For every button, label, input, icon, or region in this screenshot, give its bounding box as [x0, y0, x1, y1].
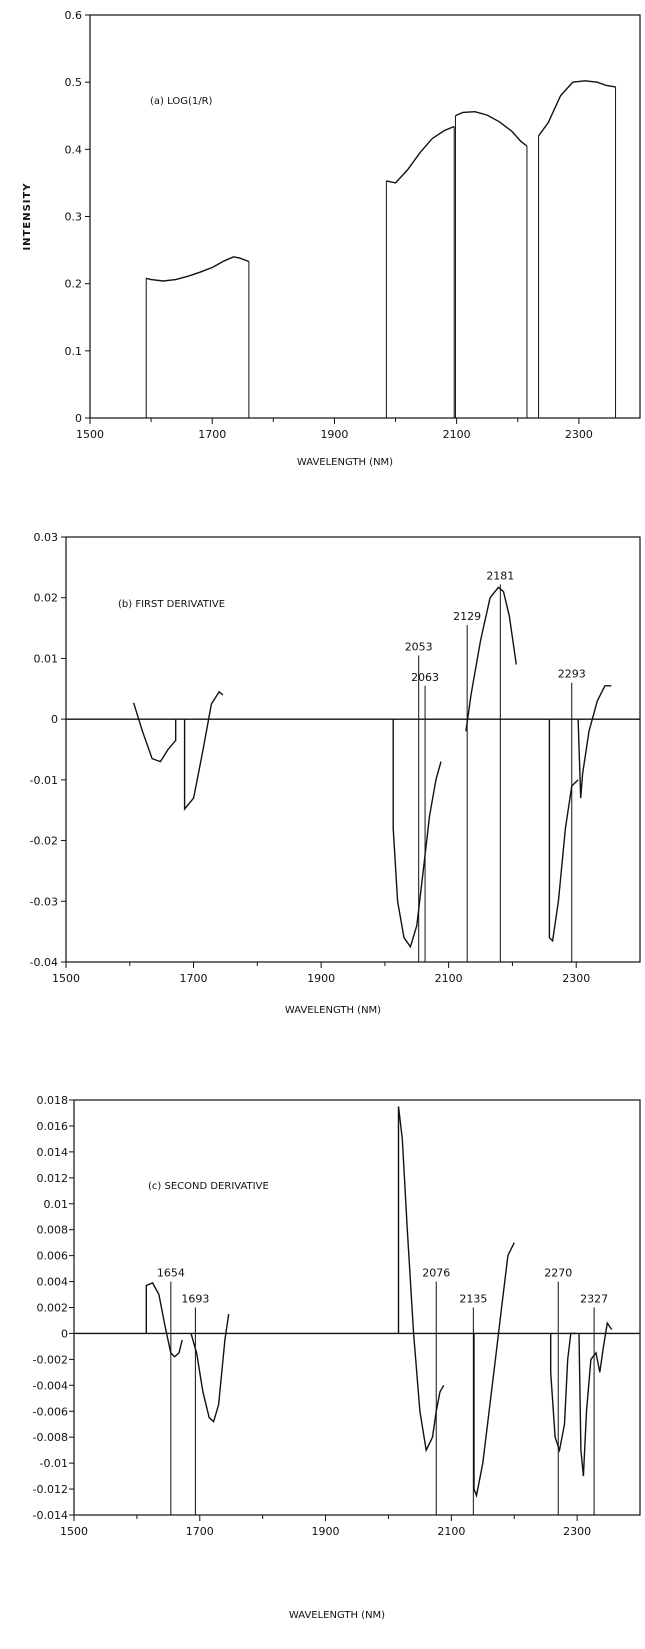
y-tick-label: 0.016: [37, 1120, 69, 1133]
chart-panel-1: 1500 1700 1900 2100 2300 0.03 0.02 0.01 0 -0.01 -0…: [30, 531, 641, 1016]
plot-frame: [73, 1099, 641, 1516]
spectrum-segment-0: [146, 256, 250, 282]
peak-marker-label: 1654: [157, 1267, 185, 1280]
x-tick-label: 1500: [76, 428, 104, 441]
y-tick-label: -0.012: [33, 1483, 68, 1496]
y-tick-label: 0.002: [37, 1302, 69, 1315]
peak-marker-label: 2129: [453, 610, 481, 623]
peak-marker-label: 2053: [405, 640, 433, 653]
y-tick-label: 0.1: [65, 345, 83, 358]
y-tick-label: -0.01: [30, 774, 58, 787]
y-tick-label: -0.004: [33, 1379, 68, 1392]
plot-frame: [89, 14, 641, 419]
x-tick-label: 1700: [186, 1525, 214, 1538]
peak-marker-label: 2293: [558, 668, 586, 681]
panel-label: (a) LOG(1/R): [150, 96, 213, 107]
spectrum-segment-2: [392, 719, 442, 949]
spectrum-segment-3: [473, 1242, 515, 1499]
x-tick-label: 1500: [52, 972, 80, 985]
y-tick-label: 0.012: [37, 1172, 69, 1185]
peak-marker-label: 2327: [580, 1293, 608, 1306]
spectrum-segment-4: [550, 1332, 576, 1453]
y-tick-label: -0.01: [40, 1457, 68, 1470]
x-tick-label: 2100: [437, 1525, 465, 1538]
y-tick-label: 0.6: [65, 9, 83, 22]
spectrum-segment-2: [397, 1106, 445, 1453]
y-tick-label: -0.002: [33, 1353, 68, 1366]
x-tick-label: 1700: [180, 972, 208, 985]
y-tick-label: 0.5: [65, 76, 83, 89]
y-tick-label: 0.02: [34, 592, 59, 605]
y-tick-label: 0.006: [37, 1250, 69, 1263]
peak-marker-label: 1693: [181, 1293, 209, 1306]
peak-marker-label: 2063: [411, 671, 439, 684]
x-tick-label: 2100: [435, 972, 463, 985]
plot-frame: [65, 536, 641, 963]
x-axis-title: WAVELENGTH (NM): [289, 1610, 385, 1621]
y-tick-label: 0: [75, 412, 82, 425]
chart-panel-2: 1500 1700 1900 2100 23000.0180.0160.0140.012…: [33, 1094, 641, 1621]
peak-marker-label: 2270: [544, 1267, 572, 1280]
x-tick-label: 2300: [565, 428, 593, 441]
spectrum-segment-1: [190, 1313, 230, 1423]
spectrum-segment-5: [578, 1321, 613, 1477]
x-tick-label: 1500: [60, 1525, 88, 1538]
y-tick-label: 0.018: [37, 1094, 69, 1107]
y-tick-label: -0.03: [30, 895, 58, 908]
peak-marker-label: 2135: [459, 1293, 487, 1306]
y-tick-label: -0.008: [33, 1431, 68, 1444]
x-axis-title: WAVELENGTH (NM): [285, 1005, 381, 1016]
y-tick-label: 0.01: [34, 652, 59, 665]
y-tick-label: 0: [61, 1327, 68, 1340]
spectrum-segment-0: [132, 702, 177, 763]
y-tick-label: -0.02: [30, 835, 58, 848]
y-tick-label: 0: [51, 713, 58, 726]
x-tick-label: 1900: [307, 972, 335, 985]
y-tick-label: -0.006: [33, 1405, 68, 1418]
y-tick-label: -0.014: [33, 1509, 68, 1522]
y-tick-label: 0.3: [65, 211, 83, 224]
y-tick-label: 0.03: [34, 531, 59, 544]
panel-label: (c) SECOND DERIVATIVE: [148, 1181, 269, 1192]
y-tick-label: 0.004: [37, 1276, 69, 1289]
spectrum-segment-3: [538, 80, 616, 137]
spectrum-segment-3: [465, 586, 517, 732]
x-axis-title: WAVELENGTH (NM): [297, 457, 393, 468]
y-tick-label: 0.014: [37, 1146, 69, 1159]
x-tick-label: 2300: [562, 972, 590, 985]
spectrum-segment-1: [386, 125, 455, 184]
spectrum-segment-1: [183, 690, 224, 811]
x-tick-label: 1900: [320, 428, 348, 441]
spectrum-segment-2: [455, 110, 528, 147]
y-tick-label: 0.01: [44, 1198, 69, 1211]
x-tick-label: 1700: [198, 428, 226, 441]
x-tick-label: 2300: [563, 1525, 591, 1538]
y-tick-label: 0.4: [65, 143, 83, 156]
y-axis-title: INTENSITY: [22, 182, 33, 250]
panel-label: (b) FIRST DERIVATIVE: [118, 599, 225, 610]
x-tick-label: 2100: [443, 428, 471, 441]
y-tick-label: -0.04: [30, 956, 58, 969]
spectrum-segment-4: [548, 719, 579, 943]
spectrum-segment-5: [577, 685, 612, 799]
spectrum-segment-0: [145, 1282, 183, 1358]
x-tick-label: 1900: [312, 1525, 340, 1538]
y-tick-label: 0.008: [37, 1224, 69, 1237]
chart-panel-0: 1500 1700 1900 2100 2300 0 0.1 0.2 0.3 0.4 0.5 0.6 (…: [22, 9, 641, 468]
y-tick-label: 0.2: [65, 278, 83, 291]
peak-marker-label: 2076: [422, 1267, 450, 1280]
peak-marker-label: 2181: [486, 569, 514, 582]
